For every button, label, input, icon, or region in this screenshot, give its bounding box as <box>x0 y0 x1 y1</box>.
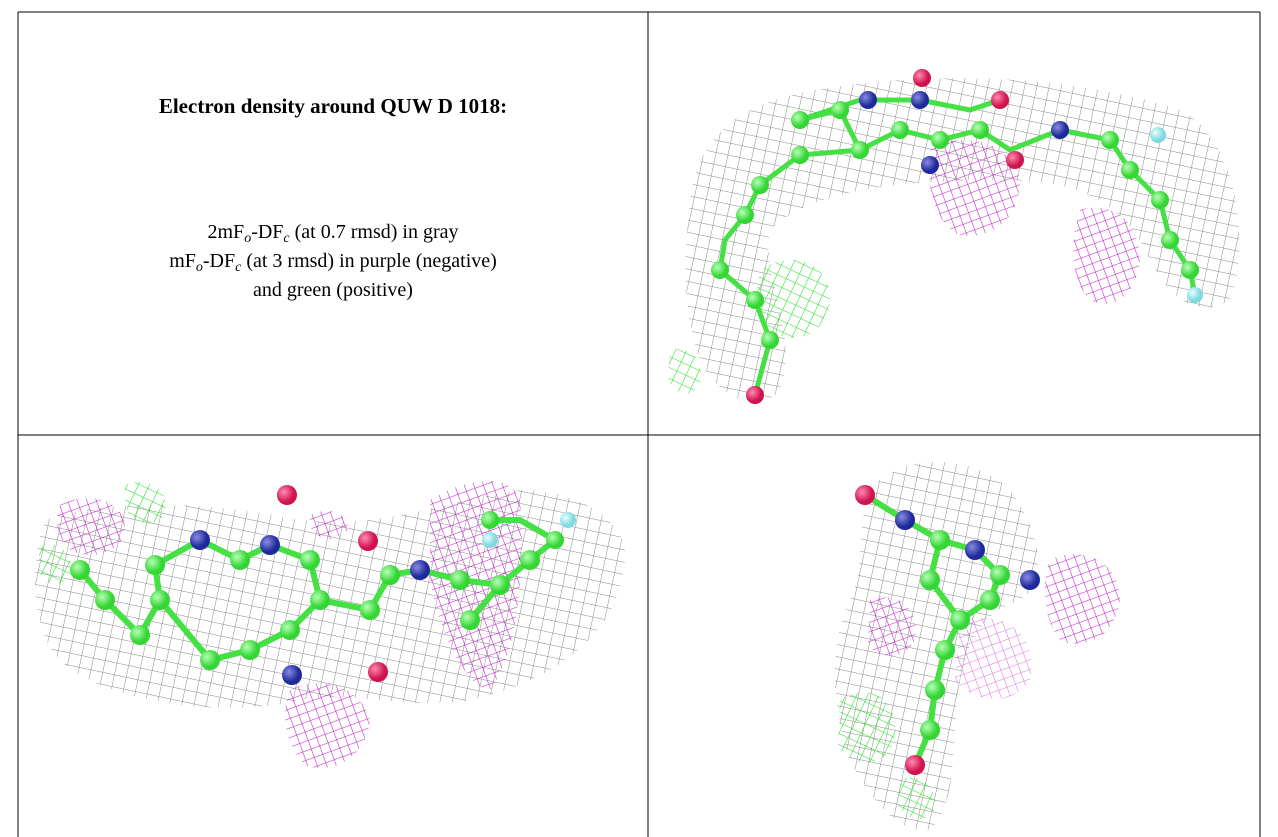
legend-line: mFo-DFc (at 3 rmsd) in purple (negative) <box>18 247 648 276</box>
legend-text: mF <box>169 250 196 272</box>
legend-line: and green (positive) <box>18 276 648 305</box>
figure-page: Electron density around QUW D 1018: 2mFo… <box>0 0 1278 837</box>
legend-text: -DF <box>251 221 283 243</box>
legend-text: -DF <box>203 250 235 272</box>
legend-title: Electron density around QUW D 1018: <box>18 94 648 119</box>
density-view-1 <box>668 69 1239 404</box>
legend-cell: Electron density around QUW D 1018: 2mFo… <box>18 12 648 435</box>
legend-text: (at 3 rmsd) in purple (negative) <box>241 250 496 272</box>
legend-text: and green (positive) <box>253 279 413 301</box>
subscript: o <box>196 260 203 275</box>
legend-text: (at 0.7 rmsd) in gray <box>290 221 459 243</box>
legend-text: 2mF <box>208 221 245 243</box>
density-view-3 <box>835 462 1120 831</box>
density-view-2 <box>35 481 625 768</box>
legend-line: 2mFo-DFc (at 0.7 rmsd) in gray <box>18 218 648 247</box>
